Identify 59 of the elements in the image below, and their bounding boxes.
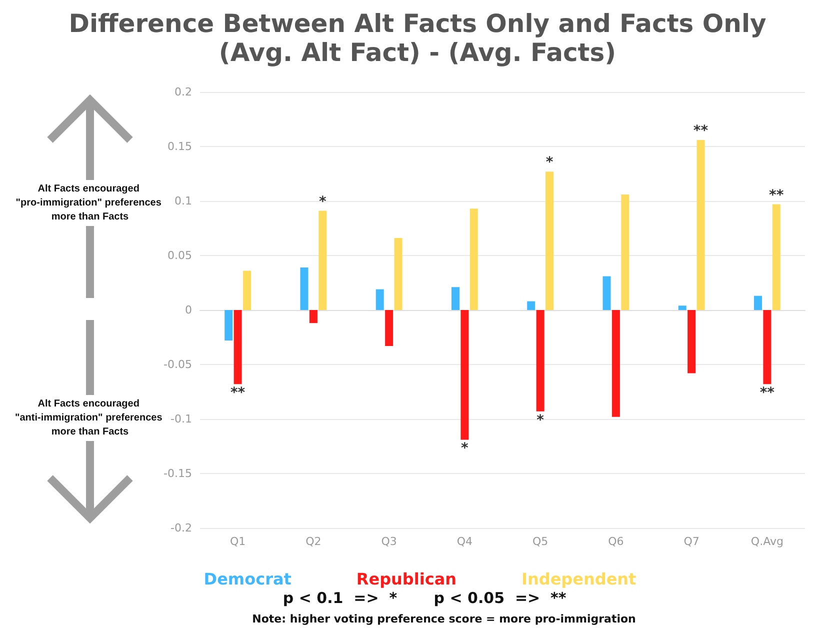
- bar: [602, 276, 611, 310]
- bar: [376, 289, 384, 310]
- bar: [688, 310, 696, 374]
- text: p < 0.1 => *: [282, 589, 398, 607]
- text: Independent: [522, 570, 637, 588]
- bar: [612, 310, 620, 417]
- bar: [385, 310, 394, 346]
- y-tick-label: 0.1: [174, 194, 192, 208]
- x-tick-label: Q1: [230, 535, 246, 548]
- bar: [234, 310, 242, 384]
- bar: [696, 140, 705, 310]
- data-label: *: [546, 154, 554, 171]
- bar: [224, 310, 233, 341]
- bar: [678, 306, 686, 310]
- bar: [621, 194, 630, 310]
- y-tick-label: 0.2: [174, 86, 192, 98]
- x-tick-label: Q4: [456, 535, 473, 548]
- text: Note: higher voting preference score = more pro-immigration: [252, 612, 636, 626]
- bar: [318, 210, 327, 310]
- data-label: **: [769, 187, 784, 204]
- x-tick-label: Q3: [381, 535, 397, 548]
- x-tick-label: Q2: [306, 535, 322, 548]
- text: Democrat: [204, 570, 292, 588]
- bar: [451, 287, 460, 310]
- text: Alt Facts encouraged "anti-immigration" preferences more than Facts: [14, 398, 166, 438]
- x-tick-label: Q7: [684, 535, 700, 548]
- data-label: *: [536, 412, 545, 428]
- y-tick-label: 0.15: [168, 140, 192, 153]
- chart-subtitle: (Avg. Alt Fact) - (Avg. Facts): [218, 38, 616, 67]
- data-label: *: [461, 440, 470, 457]
- chart-title: Difference Between Alt Facts Only and Facts Only: [68, 9, 766, 38]
- data-label: *: [318, 194, 327, 210]
- data-label: **: [693, 122, 709, 139]
- data-label: **: [760, 385, 776, 402]
- bar: [309, 310, 318, 324]
- y-tick-label: -0.1: [170, 412, 192, 426]
- bar: [243, 270, 252, 310]
- bar: [300, 267, 308, 310]
- bar: [527, 301, 536, 310]
- y-tick-label: -0.2: [170, 522, 192, 534]
- bar: [536, 310, 544, 412]
- bar: [546, 172, 554, 310]
- bar: [394, 238, 402, 310]
- data-label: **: [230, 385, 246, 402]
- y-tick-label: 0: [185, 304, 192, 316]
- text: Alt Facts encouraged "pro-immigration" preferences more than Facts: [16, 184, 164, 222]
- bar: [763, 310, 772, 384]
- bar: [754, 296, 762, 310]
- bar: [460, 310, 469, 440]
- x-tick-label: Q6: [608, 535, 624, 548]
- text: Republican: [356, 570, 457, 588]
- y-tick-label: -0.05: [164, 358, 192, 371]
- x-tick-label: Q.Avg: [750, 535, 784, 548]
- bar: [470, 208, 478, 310]
- x-tick-label: Q5: [532, 535, 548, 548]
- bar: [772, 204, 780, 310]
- y-tick-label: -0.15: [164, 467, 192, 480]
- text: p < 0.05 => **: [434, 589, 566, 607]
- y-tick-label: 0.05: [168, 249, 192, 262]
